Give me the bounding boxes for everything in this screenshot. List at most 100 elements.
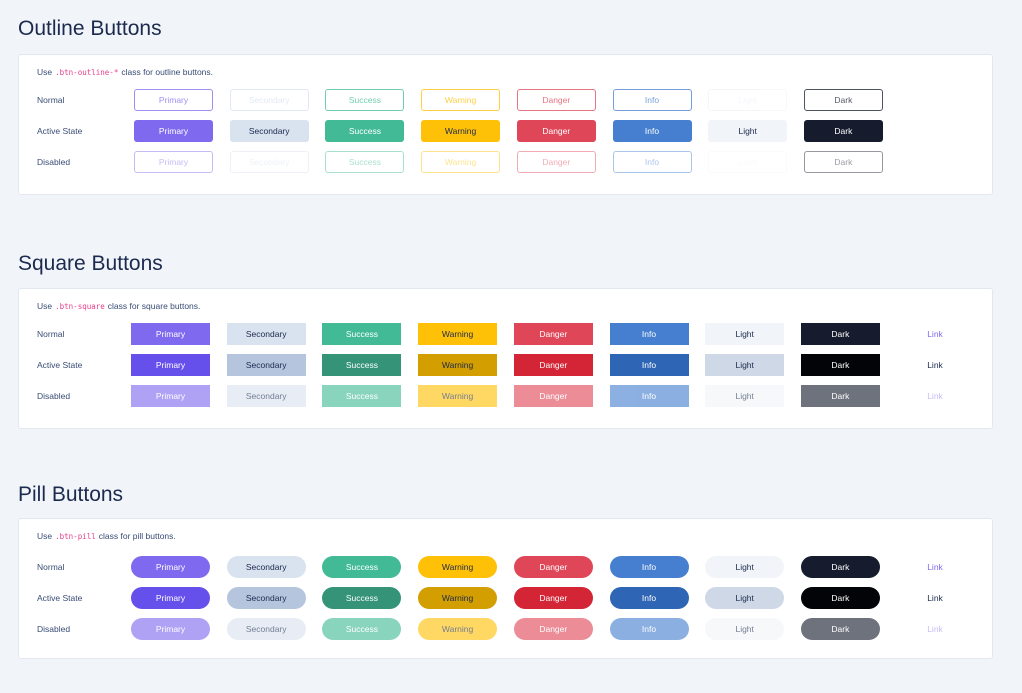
info-button-active[interactable]: Info (609, 354, 689, 376)
square-section-title: Square Buttons (18, 252, 163, 275)
square-description: Use .btn-square class for square buttons. (37, 301, 200, 311)
info-button-disabled: Info (609, 385, 689, 407)
danger-button-disabled: Danger (513, 385, 593, 407)
success-button-disabled: Success (322, 385, 402, 407)
danger-button-normal[interactable]: Danger (516, 89, 596, 111)
row-label-active: Active State (37, 126, 83, 136)
success-button-active[interactable]: Success (322, 354, 402, 376)
secondary-button-active[interactable]: Secondary (226, 587, 306, 609)
dark-button-normal[interactable]: Dark (800, 556, 880, 578)
success-button-normal[interactable]: Success (322, 323, 402, 345)
link-button-disabled: Link (927, 624, 943, 634)
row-label-active: Active State (37, 593, 83, 603)
light-button-normal[interactable]: Light (708, 89, 788, 111)
info-button-disabled: Info (609, 618, 689, 640)
class-name-code: .btn-square (55, 302, 105, 311)
link-button-normal[interactable]: Link (927, 329, 943, 339)
primary-button-disabled: Primary (131, 618, 210, 640)
light-button-disabled: Light (705, 618, 785, 640)
pill-description: Use .btn-pill class for pill buttons. (37, 531, 176, 541)
success-button-active[interactable]: Success (325, 120, 405, 142)
warning-button-disabled: Warning (418, 385, 498, 407)
danger-button-normal[interactable]: Danger (513, 323, 593, 345)
light-button-active[interactable]: Light (705, 587, 785, 609)
dark-button-active[interactable]: Dark (800, 354, 880, 376)
info-button-normal[interactable]: Info (609, 323, 689, 345)
desc-suffix: class for pill buttons. (98, 531, 176, 541)
success-button-normal[interactable]: Success (325, 89, 405, 111)
primary-button-normal[interactable]: Primary (134, 89, 213, 111)
link-button-active[interactable]: Link (927, 593, 943, 603)
danger-button-active[interactable]: Danger (513, 354, 593, 376)
light-button-active[interactable]: Light (705, 354, 785, 376)
row-label-disabled: Disabled (37, 157, 71, 167)
link-button-disabled: Link (927, 391, 943, 401)
info-button-active[interactable]: Info (609, 587, 689, 609)
success-button-disabled: Success (325, 151, 405, 173)
warning-button-normal[interactable]: Warning (418, 556, 498, 578)
link-button-normal[interactable]: Link (927, 562, 943, 572)
danger-button-disabled: Danger (516, 151, 596, 173)
secondary-button-active[interactable]: Secondary (226, 354, 306, 376)
square-card: Use .btn-square class for square buttons. N… (18, 288, 993, 429)
warning-button-normal[interactable]: Warning (421, 89, 501, 111)
row-label-normal: Normal (37, 562, 65, 572)
primary-button-active[interactable]: Primary (134, 120, 213, 142)
class-name-code: .btn-pill (55, 532, 96, 541)
danger-button-normal[interactable]: Danger (513, 556, 593, 578)
row-label-normal: Normal (37, 95, 65, 105)
light-button-normal[interactable]: Light (705, 556, 785, 578)
light-button-active[interactable]: Light (708, 120, 788, 142)
warning-button-disabled: Warning (418, 618, 498, 640)
row-label-normal: Normal (37, 329, 65, 339)
light-button-disabled: Light (705, 385, 785, 407)
success-button-active[interactable]: Success (322, 587, 402, 609)
primary-button-disabled: Primary (131, 385, 210, 407)
dark-button-disabled: Dark (800, 385, 880, 407)
secondary-button-normal[interactable]: Secondary (226, 556, 306, 578)
link-button-active[interactable]: Link (927, 360, 943, 370)
primary-button-normal[interactable]: Primary (131, 323, 210, 345)
outline-section-title: Outline Buttons (18, 17, 162, 40)
dark-button-active[interactable]: Dark (803, 120, 883, 142)
desc-suffix: class for square buttons. (107, 301, 201, 311)
pill-section-title: Pill Buttons (18, 483, 124, 506)
primary-button-disabled: Primary (134, 151, 213, 173)
secondary-button-disabled: Secondary (226, 618, 306, 640)
light-button-normal[interactable]: Light (705, 323, 785, 345)
dark-button-active[interactable]: Dark (800, 587, 880, 609)
secondary-button-disabled: Secondary (229, 151, 309, 173)
secondary-button-disabled: Secondary (226, 385, 306, 407)
secondary-button-active[interactable]: Secondary (229, 120, 309, 142)
warning-button-normal[interactable]: Warning (418, 323, 498, 345)
danger-button-disabled: Danger (513, 618, 593, 640)
info-button-disabled: Info (612, 151, 692, 173)
warning-button-active[interactable]: Warning (421, 120, 501, 142)
primary-button-active[interactable]: Primary (131, 587, 210, 609)
desc-prefix: Use (37, 67, 53, 77)
dark-button-disabled: Dark (800, 618, 880, 640)
dark-button-disabled: Dark (803, 151, 883, 173)
pill-card: Use .btn-pill class for pill buttons. Norma… (18, 518, 993, 659)
primary-button-normal[interactable]: Primary (131, 556, 210, 578)
light-button-disabled: Light (708, 151, 788, 173)
warning-button-active[interactable]: Warning (418, 354, 498, 376)
info-button-normal[interactable]: Info (612, 89, 692, 111)
primary-button-active[interactable]: Primary (131, 354, 210, 376)
warning-button-disabled: Warning (421, 151, 501, 173)
row-label-active: Active State (37, 360, 83, 370)
dark-button-normal[interactable]: Dark (803, 89, 883, 111)
danger-button-active[interactable]: Danger (513, 587, 593, 609)
desc-suffix: class for outline buttons. (121, 67, 214, 77)
info-button-normal[interactable]: Info (609, 556, 689, 578)
info-button-active[interactable]: Info (612, 120, 692, 142)
danger-button-active[interactable]: Danger (516, 120, 596, 142)
row-label-disabled: Disabled (37, 624, 71, 634)
desc-prefix: Use (37, 531, 53, 541)
warning-button-active[interactable]: Warning (418, 587, 498, 609)
dark-button-normal[interactable]: Dark (800, 323, 880, 345)
secondary-button-normal[interactable]: Secondary (226, 323, 306, 345)
success-button-normal[interactable]: Success (322, 556, 402, 578)
secondary-button-normal[interactable]: Secondary (229, 89, 309, 111)
desc-prefix: Use (37, 301, 53, 311)
